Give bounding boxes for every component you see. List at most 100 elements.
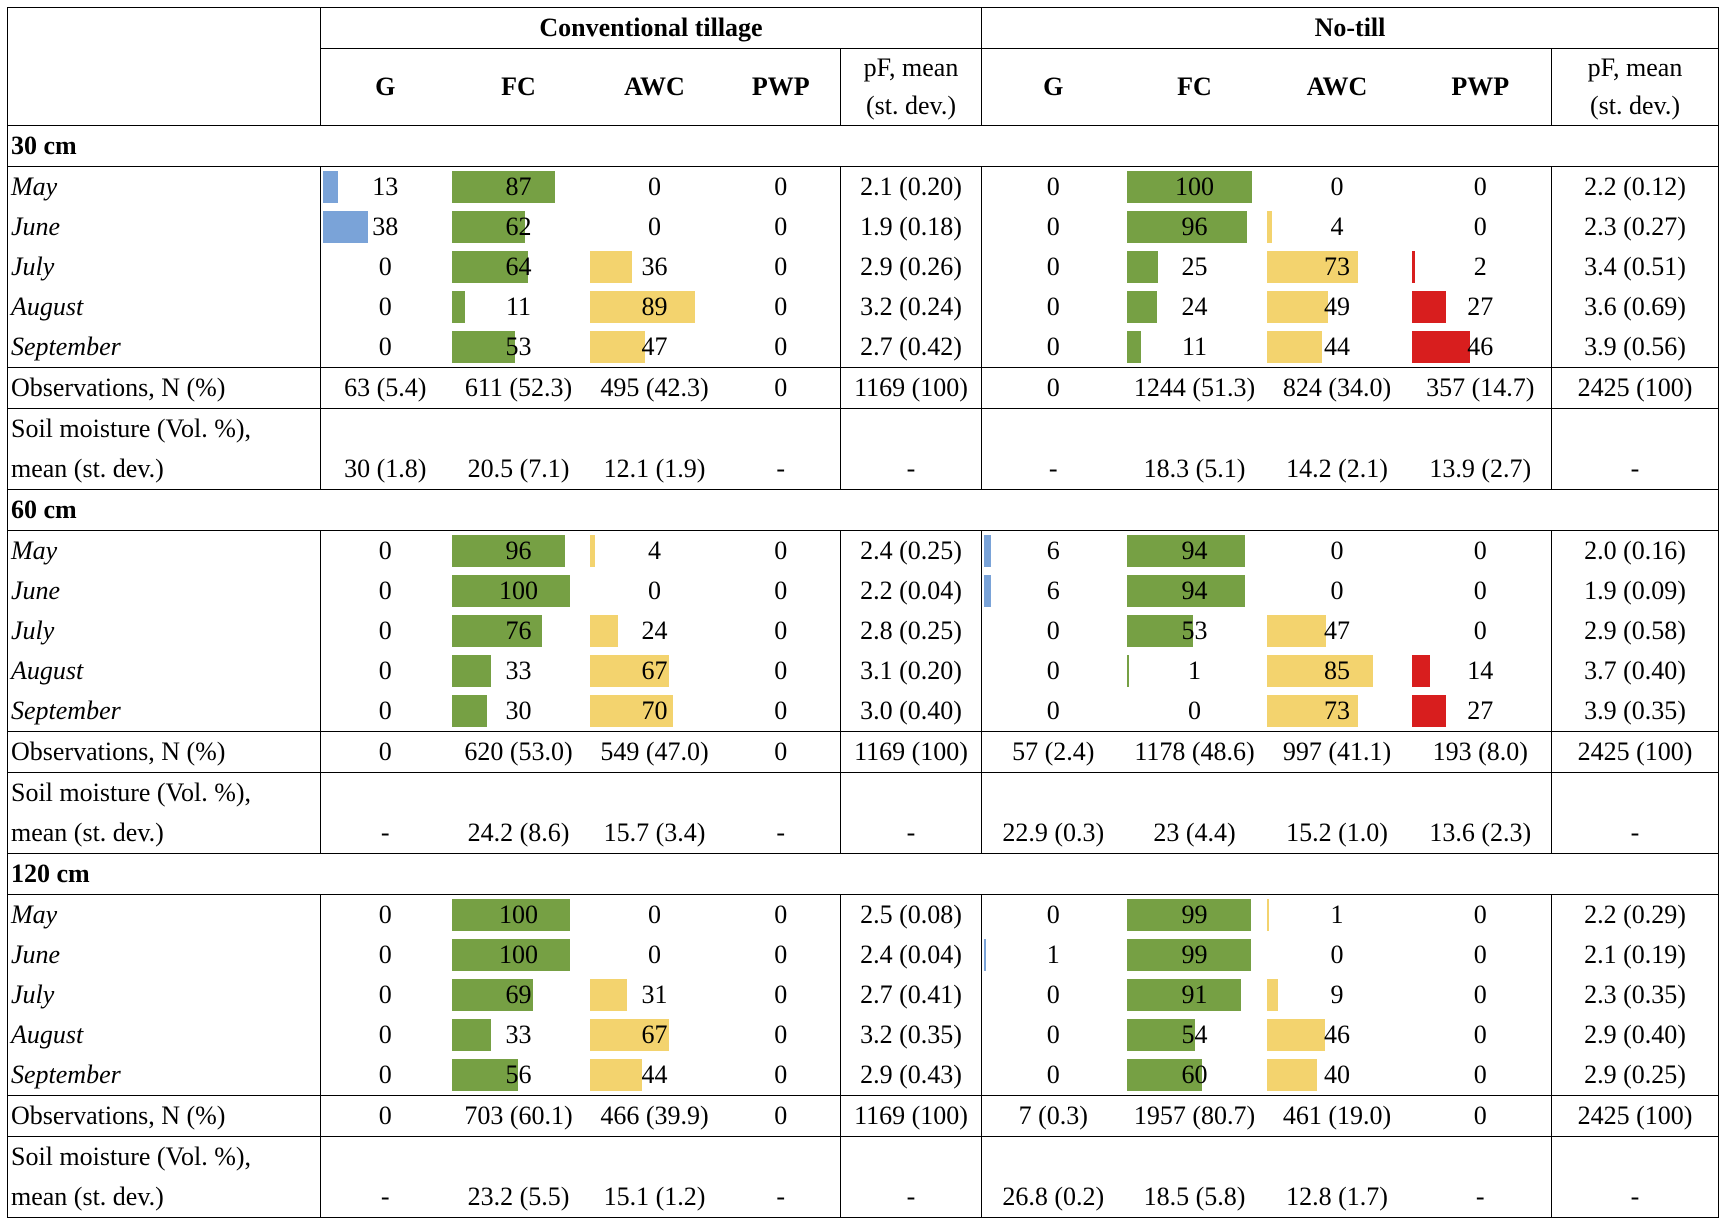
cell-text: - [776,818,786,847]
cell-text: 0 [378,980,392,1009]
cell-text: 89 [641,292,668,321]
cell-text: 46 [1324,1020,1350,1049]
cell-text: 0 [1473,1101,1487,1130]
cell-text: 0 [378,576,392,605]
value-cell-g: 1 [982,935,1125,975]
value-cell-pwp: 27 [1409,691,1552,732]
moisture-cell: 15.2 (1.0) [1264,813,1410,854]
month-label: May [7,530,321,571]
cell-text: 2.1 (0.19) [1584,940,1686,969]
moisture-spacer [982,1137,1125,1178]
cell-text: 73 [1324,252,1350,281]
header-col-pwp: PWP [1409,48,1552,126]
cell-text: 0 [378,252,392,281]
bar-g [984,575,991,607]
header-corner [7,7,321,49]
observations-label: Observations, N (%) [7,731,321,773]
cell-text: 2.4 (0.25) [860,536,962,565]
moisture-cell: - [1551,813,1719,854]
moisture-spacer [588,773,722,814]
cell-text: 20.5 (7.1) [467,454,570,483]
cell-text: 611 (52.3) [464,373,573,402]
value-cell-awc: 47 [587,327,722,368]
observations-cell: 1169 (100) [840,731,982,773]
value-cell-g: 38 [321,207,450,247]
value-cell-awc: 44 [587,1055,722,1096]
cell-text: 2.5 (0.08) [860,900,962,929]
moisture-cell: 24.2 (8.6) [449,813,588,854]
cell-text: 3.6 (0.69) [1584,292,1686,321]
cell-text: 27 [1467,292,1494,321]
value-cell-awc: 67 [588,1015,722,1055]
observations-cell: 0 [721,1095,841,1137]
bar-awc [589,655,669,687]
value-cell-fc: 91 [1125,975,1265,1015]
cell-text: 6 [1046,576,1060,605]
cell-text: 36 [641,252,668,281]
value-cell-pwp: 0 [1410,611,1552,651]
cell-text: - [380,818,390,847]
cell-text: 2425 (100) [1577,373,1693,402]
cell-text: 0 [1046,1060,1060,1089]
cell-text: 549 (47.0) [600,737,709,766]
cell-text: 0 [1046,900,1060,929]
observations-label: Observations, N (%) [7,1095,321,1137]
cell-text: 2.9 (0.25) [1584,1060,1686,1089]
bar-awc [589,979,627,1011]
cell-text: 1.9 (0.18) [860,212,962,241]
value-cell-awc: 4 [1265,207,1410,247]
observations-cell: 461 (19.0) [1264,1095,1410,1137]
value-cell-pwp: 0 [721,691,841,732]
moisture-spacer [1265,773,1410,814]
bar-g [323,171,338,203]
cell-text: 76 [505,616,532,645]
value-cell-g: 0 [320,1055,450,1096]
section-depth-label: 30 cm [7,125,1719,167]
cell-text: 70 [641,696,668,725]
value-cell-g: 0 [321,651,450,691]
cell-text: 100 [499,940,538,969]
value-cell-pf: 2.1 (0.20) [840,166,982,207]
cell-text: 0 [378,536,392,565]
cell-text: 64 [505,252,532,281]
cell-text: 99 [1181,900,1208,929]
month-row: August 0 33 67 0 3.2 (0.35) 0 54 46 0 2.9 (0.40) [7,1015,1719,1055]
value-cell-g: 0 [320,327,450,368]
cell-text: 0 [1046,980,1060,1009]
cell-text: 46 [1467,332,1494,361]
cell-text: 0 [774,1020,788,1049]
cell-text: 0 [1473,212,1487,241]
value-cell-pwp: 0 [721,327,841,368]
cell-text: 1 [1188,656,1201,685]
cell-text: 0 [1046,212,1060,241]
cell-text: 3.4 (0.51) [1584,252,1686,281]
cell-text: 1957 (80.7) [1133,1101,1256,1130]
bar-fc [451,575,570,607]
value-cell-awc: 9 [1265,975,1410,1015]
value-cell-fc: 53 [449,327,588,368]
month-row: July 0 76 24 0 2.8 (0.25) 0 53 47 0 2.9 (0.58) [7,611,1719,651]
value-cell-fc: 11 [450,287,588,327]
cell-text: 2.4 (0.04) [860,940,962,969]
moisture-spacer [450,1137,588,1178]
cell-text: 0 [648,172,661,201]
month-row: May 0 96 4 0 2.4 (0.25) 6 94 0 0 2.0 (0.16) [7,530,1719,572]
value-cell-fc: 62 [450,207,588,247]
cell-text: 22.9 (0.3) [1002,818,1105,847]
month-row: September 0 56 44 0 2.9 (0.43) 0 60 40 0 2.9 (0.25… [7,1055,1719,1096]
cell-text: 63 (5.4) [344,373,427,402]
moisture-cell: - [840,1177,982,1218]
value-cell-pf: 2.0 (0.16) [1551,530,1719,571]
month-label: September [7,327,321,368]
month-row: September 0 30 70 0 3.0 (0.40) 0 0 73 27 3.9 (0.35… [7,691,1719,732]
section-row: 30 cm [7,125,1719,167]
cell-text: 0 [1046,616,1060,645]
value-cell-pf: 2.5 (0.08) [840,894,982,935]
cell-text: 0 [774,616,788,645]
value-cell-g: 6 [982,531,1125,572]
cell-text: - [906,818,916,847]
moisture-spacer [1551,772,1719,813]
moisture-row: mean (st. dev.) - 24.2 (8.6) 15.7 (3.4) - - 22… [7,813,1719,854]
moisture-spacer [1551,408,1719,449]
cell-text: 3.7 (0.40) [1584,656,1686,685]
